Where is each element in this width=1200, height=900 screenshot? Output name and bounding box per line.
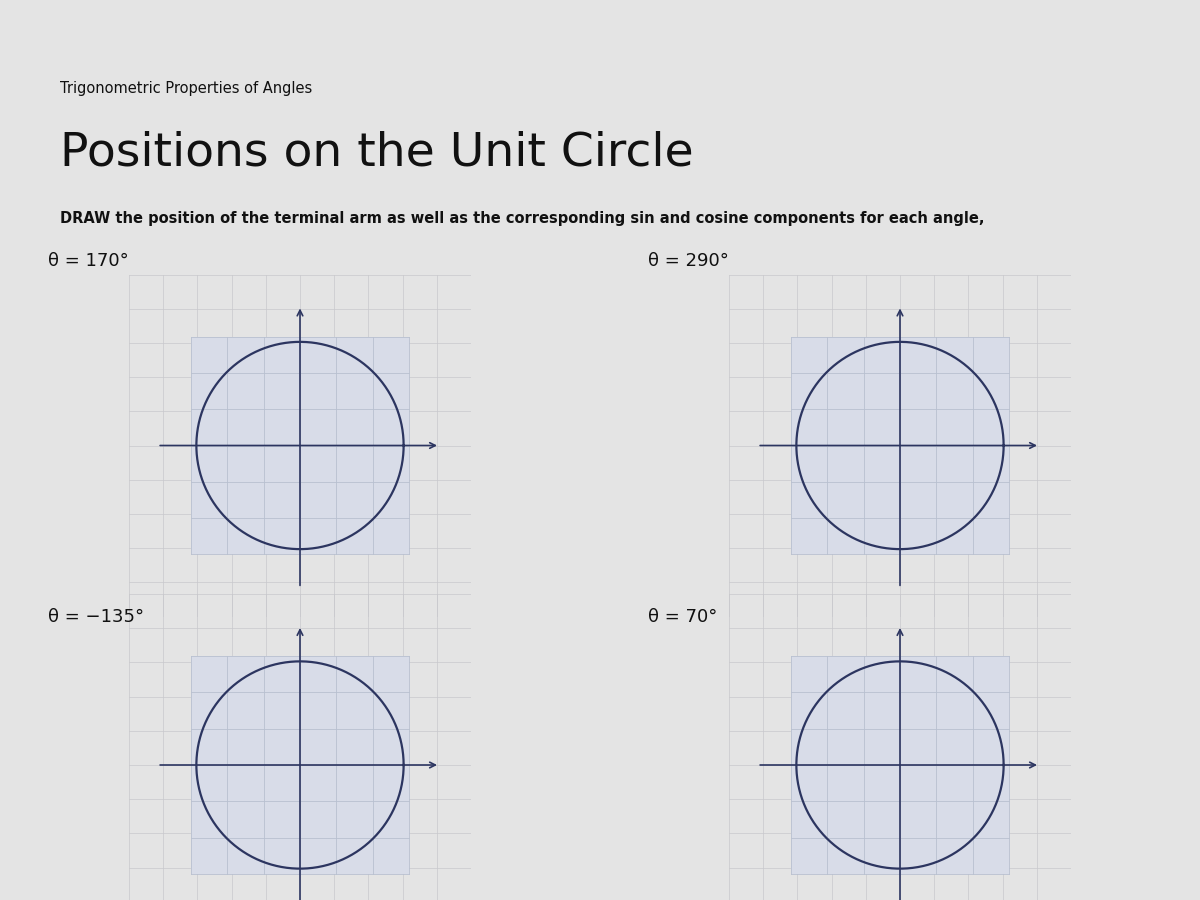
Text: DRAW the position of the terminal arm as well as the corresponding sin and cosin: DRAW the position of the terminal arm as… — [60, 212, 984, 227]
Text: θ = −135°: θ = −135° — [48, 608, 144, 625]
Bar — [791, 337, 1009, 554]
Bar — [191, 337, 409, 554]
Text: Positions on the Unit Circle: Positions on the Unit Circle — [60, 130, 694, 176]
Text: Trigonometric Properties of Angles: Trigonometric Properties of Angles — [60, 81, 312, 96]
Text: θ = 170°: θ = 170° — [48, 252, 128, 270]
Text: θ = 70°: θ = 70° — [648, 608, 718, 625]
Bar — [791, 656, 1009, 874]
Text: θ = 290°: θ = 290° — [648, 252, 728, 270]
Bar — [191, 656, 409, 874]
